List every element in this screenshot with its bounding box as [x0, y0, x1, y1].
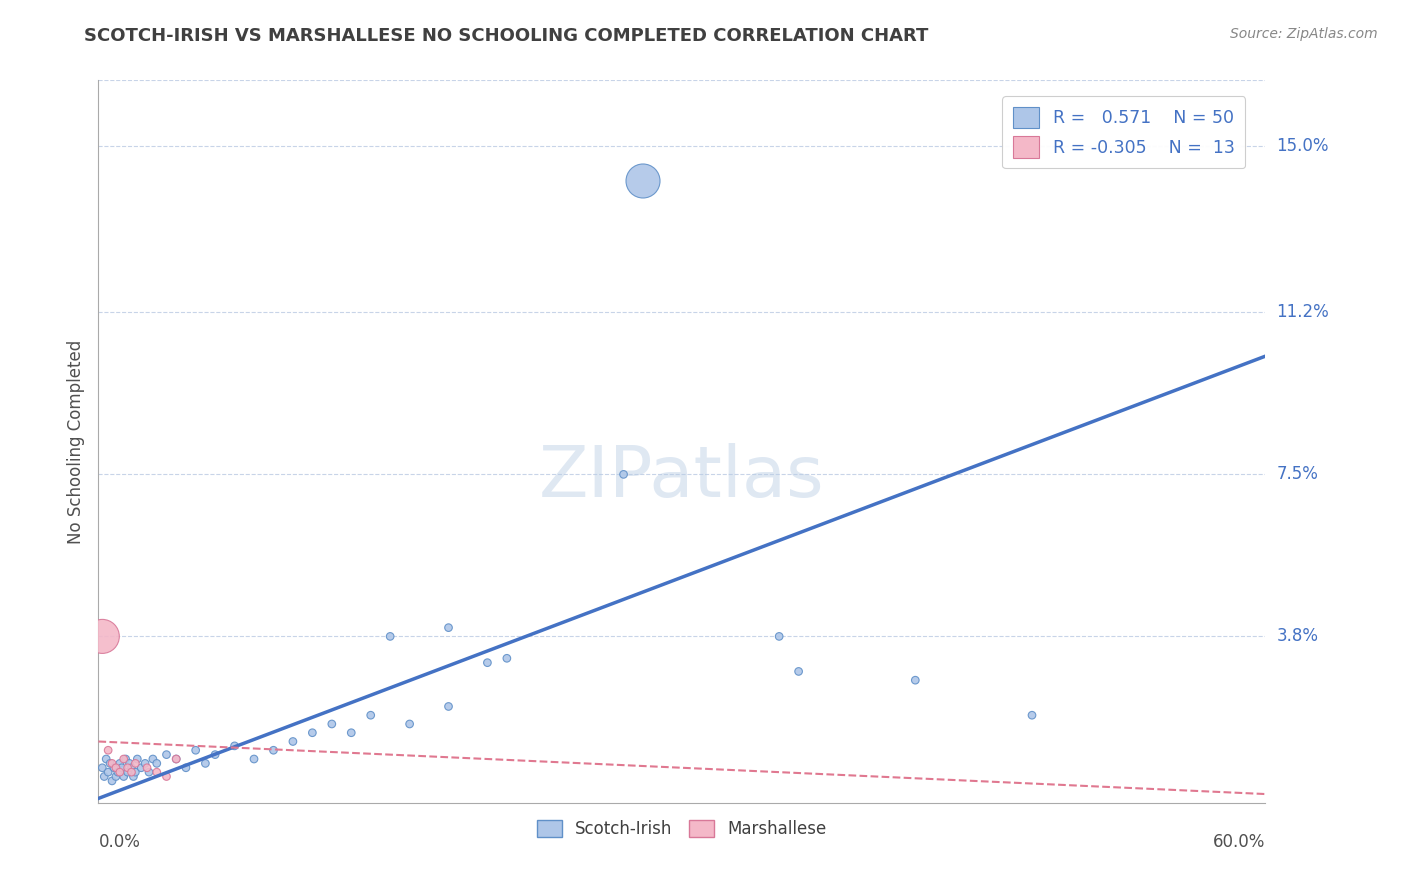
Point [787, 665, 810, 679]
Point [129, 761, 152, 775]
Point [96, 752, 118, 766]
Point [768, 629, 790, 643]
Point [117, 765, 139, 780]
Point [437, 699, 460, 714]
Point [121, 761, 143, 775]
Point [437, 621, 460, 635]
Point [904, 673, 927, 688]
Point [91, 761, 114, 775]
Text: 60.0%: 60.0% [1213, 833, 1265, 851]
Point [138, 765, 160, 780]
Point [262, 743, 284, 757]
Text: Source: ZipAtlas.com: Source: ZipAtlas.com [1230, 27, 1378, 41]
Point [165, 752, 187, 766]
Point [165, 752, 187, 766]
Point [114, 752, 136, 766]
Point [122, 770, 145, 784]
Point [97, 765, 120, 780]
Point [121, 765, 143, 780]
Point [477, 656, 499, 670]
Point [184, 743, 207, 757]
Text: 15.0%: 15.0% [1277, 137, 1329, 155]
Point [124, 756, 146, 771]
Point [281, 734, 304, 748]
Text: 7.5%: 7.5% [1277, 466, 1319, 483]
Point [134, 756, 156, 771]
Point [112, 752, 135, 766]
Point [101, 756, 124, 771]
Point [1021, 708, 1043, 723]
Point [631, 174, 654, 188]
Text: 3.8%: 3.8% [1277, 627, 1319, 646]
Point [93, 770, 115, 784]
Point [104, 761, 127, 775]
Point [321, 717, 343, 731]
Point [496, 651, 519, 665]
Point [174, 761, 197, 775]
Legend: Scotch-Irish, Marshallese: Scotch-Irish, Marshallese [530, 814, 834, 845]
Point [194, 756, 217, 771]
Point [103, 761, 125, 775]
Point [398, 717, 420, 731]
Point [112, 770, 135, 784]
Point [243, 752, 266, 766]
Point [380, 629, 402, 643]
Text: ZIPatlas: ZIPatlas [538, 443, 825, 512]
Point [613, 467, 636, 482]
Point [118, 756, 141, 771]
Point [111, 761, 134, 775]
Point [117, 761, 139, 775]
Y-axis label: No Schooling Completed: No Schooling Completed [66, 340, 84, 543]
Point [340, 725, 363, 739]
Point [301, 725, 323, 739]
Text: 11.2%: 11.2% [1277, 303, 1329, 321]
Point [146, 756, 169, 771]
Point [146, 765, 169, 780]
Point [124, 765, 146, 780]
Point [97, 743, 120, 757]
Text: SCOTCH-IRISH VS MARSHALLESE NO SCHOOLING COMPLETED CORRELATION CHART: SCOTCH-IRISH VS MARSHALLESE NO SCHOOLING… [84, 27, 929, 45]
Text: 0.0%: 0.0% [98, 833, 141, 851]
Point [101, 773, 124, 788]
Point [108, 756, 131, 771]
Point [104, 770, 127, 784]
Point [91, 629, 114, 643]
Point [155, 770, 177, 784]
Point [142, 752, 165, 766]
Point [98, 756, 121, 771]
Point [224, 739, 246, 753]
Point [136, 761, 159, 775]
Point [204, 747, 226, 762]
Point [108, 765, 131, 780]
Point [107, 765, 129, 780]
Point [127, 752, 149, 766]
Point [155, 747, 177, 762]
Point [360, 708, 382, 723]
